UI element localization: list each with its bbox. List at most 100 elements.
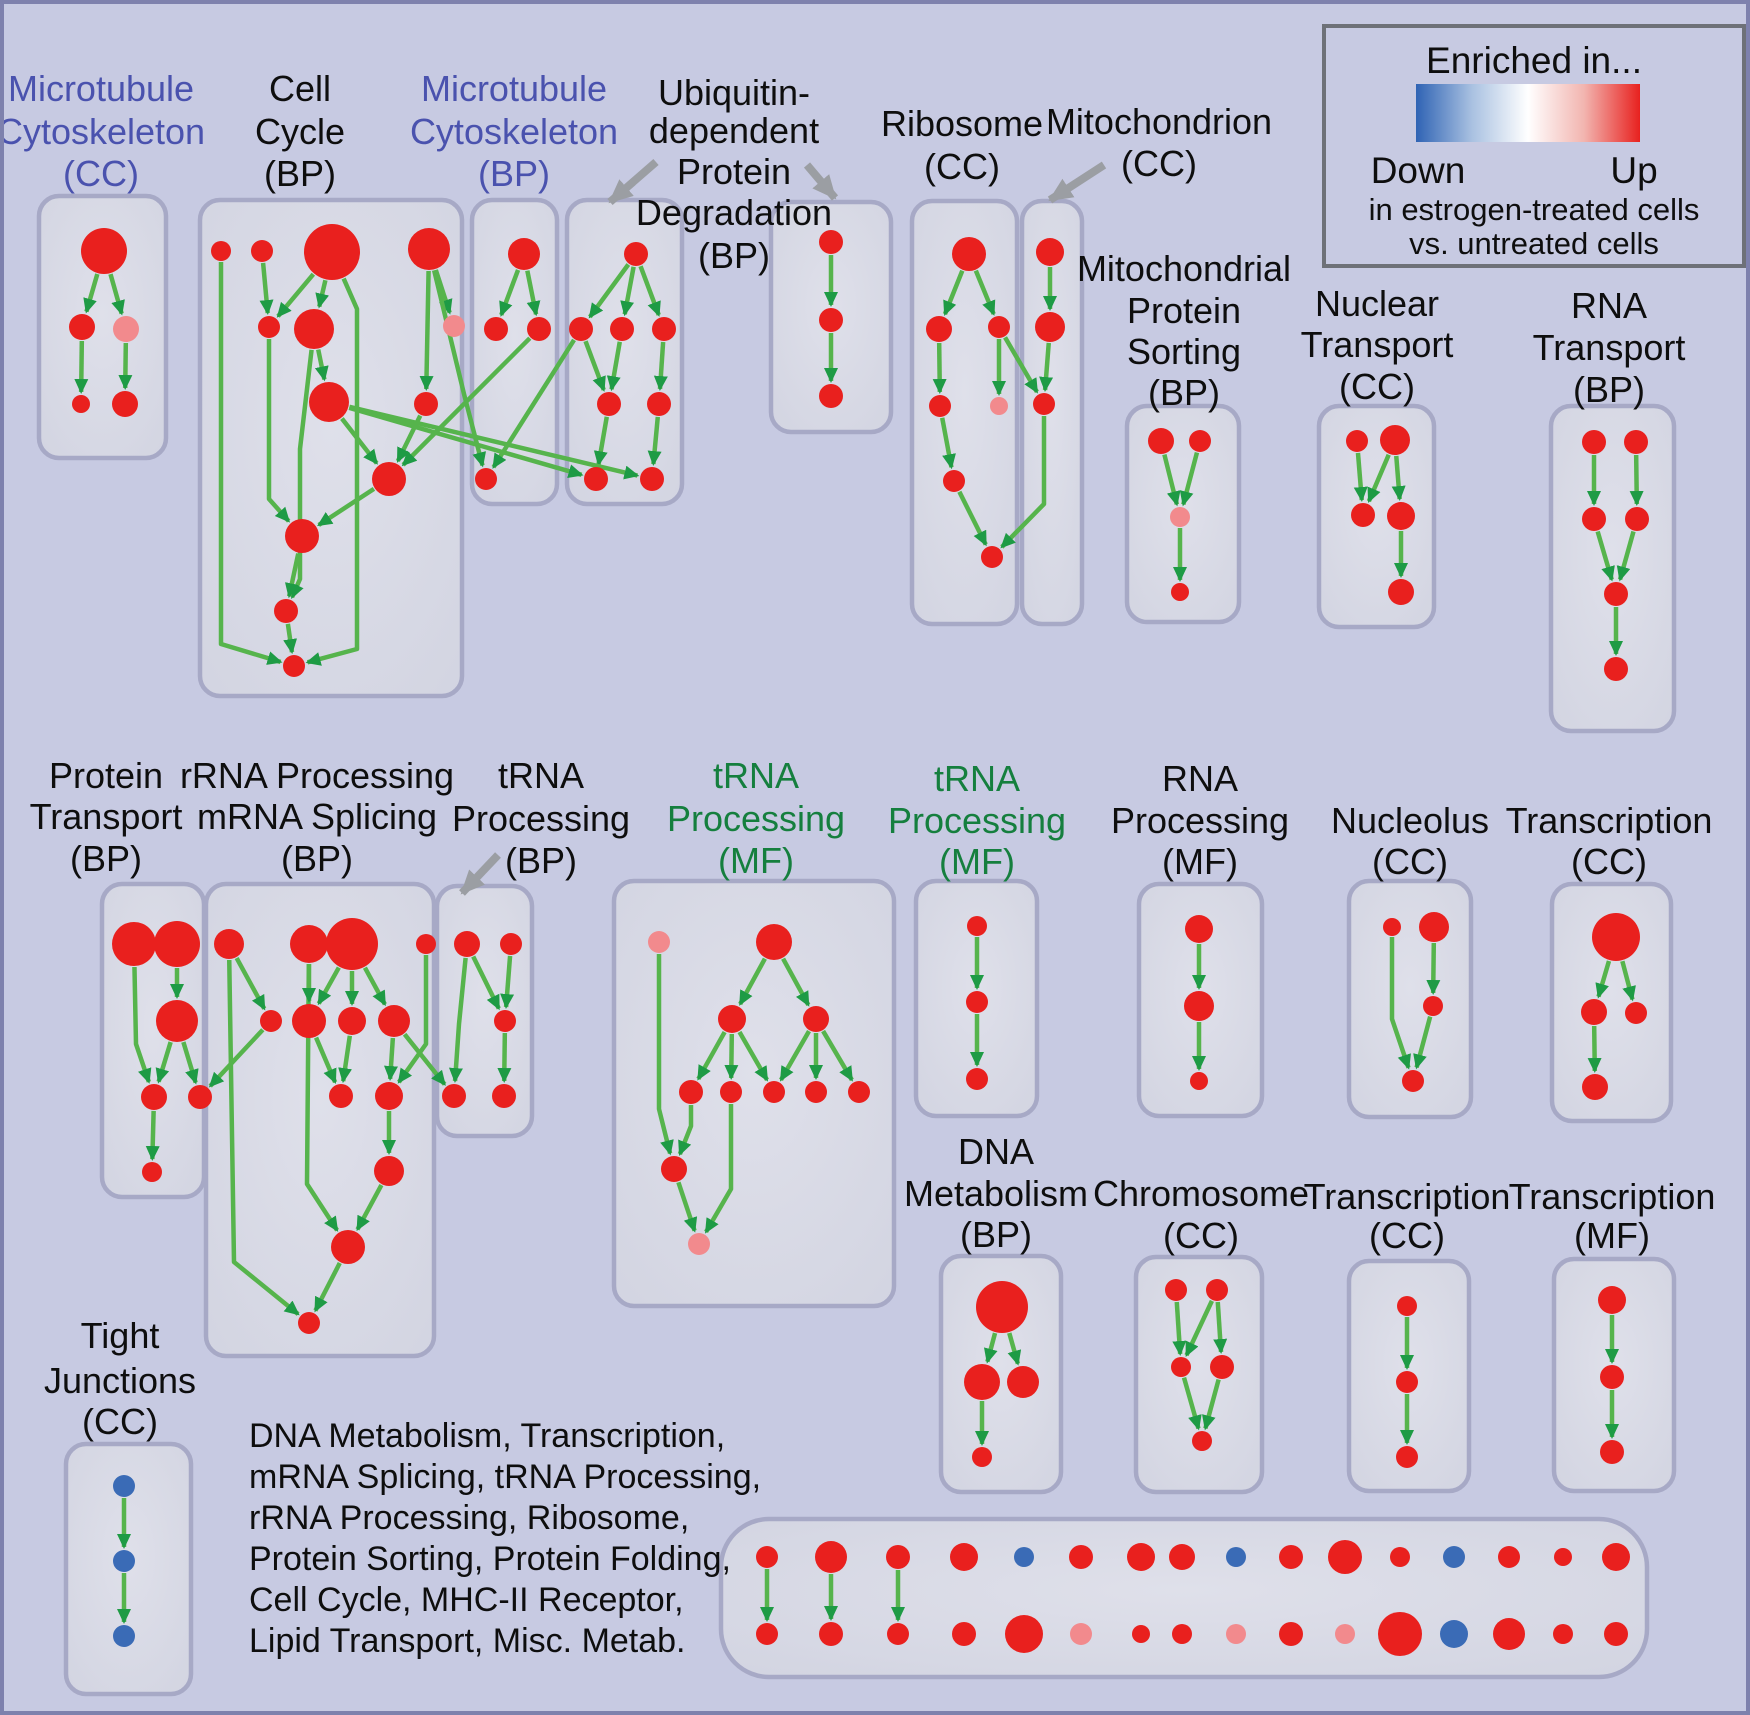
- node-misc-top: [1390, 1547, 1410, 1567]
- node-microtubule-cc: [72, 395, 90, 413]
- node-misc-top: [1602, 1543, 1630, 1571]
- node-rna-transport: [1625, 507, 1649, 531]
- edge-arrow: [1620, 960, 1636, 1002]
- annotation-arrow: [459, 852, 501, 896]
- node-trna-mf-2: [966, 991, 988, 1013]
- group-label-ubiquitin-bp-1: Degradation: [636, 192, 832, 233]
- node-cell-cycle: [274, 599, 298, 623]
- node-trna-mf-1: [763, 1081, 785, 1103]
- node-misc-top: [1069, 1545, 1093, 1569]
- edge-arrow: [1426, 942, 1441, 996]
- node-cell-cycle: [211, 241, 231, 261]
- group-label-trna-bp: (BP): [505, 840, 577, 881]
- node-chromosome-cc: [1171, 1357, 1191, 1377]
- node-trna-bp: [454, 931, 480, 957]
- node-misc-bottom: [1132, 1625, 1150, 1643]
- annotation-arrow: [803, 162, 839, 201]
- node-ribosome-cc: [990, 397, 1008, 415]
- edge-arrow: [499, 269, 521, 317]
- edge-arrow: [1039, 342, 1054, 393]
- edge-arrow: [1587, 1025, 1602, 1074]
- node-dna-metabolism: [972, 1447, 992, 1467]
- edge-arrow: [433, 269, 453, 315]
- node-trna-bp: [494, 1010, 516, 1032]
- edge-arrow: [1202, 1378, 1221, 1431]
- node-misc-bottom: [1335, 1624, 1355, 1644]
- group-box-nuclear-transport: [1316, 403, 1437, 630]
- node-ribosome-cc: [926, 316, 952, 342]
- edge-arrow: [1629, 454, 1644, 507]
- node-trna-bp: [500, 933, 522, 955]
- node-misc-bottom: [887, 1623, 909, 1645]
- node-transcription-cc-1: [1625, 1002, 1647, 1024]
- node-transcription-cc-2: [1396, 1371, 1418, 1393]
- edge-arrow: [181, 1041, 199, 1085]
- edge-arrow: [348, 404, 640, 480]
- node-misc-bottom: [952, 1622, 976, 1646]
- group-label-trna-mf-1: Processing: [667, 798, 845, 839]
- node-protein-transport: [156, 1000, 198, 1042]
- node-ubiquitin-bp-1: [610, 317, 634, 341]
- edge-arrow: [737, 1030, 769, 1082]
- edge-arrow: [620, 266, 636, 317]
- edge-arrow: [696, 1030, 727, 1081]
- edge-arrow: [83, 273, 100, 314]
- edge-arrow: [653, 341, 668, 392]
- edge-arrow: [781, 957, 811, 1007]
- node-tight-junctions: [113, 1475, 135, 1497]
- edge-arrow: [1413, 1016, 1433, 1070]
- node-mito-sorting: [1189, 430, 1211, 452]
- group-label-cell-cycle: Cell: [269, 68, 331, 109]
- node-transcription-cc-1: [1592, 913, 1640, 961]
- node-dna-metabolism: [1007, 1366, 1039, 1398]
- node-trna-mf-1: [720, 1081, 742, 1103]
- edge-arrow: [656, 954, 674, 1156]
- node-cell-cycle: [251, 240, 273, 262]
- node-rrna-mrna: [416, 934, 436, 954]
- group-label-trna-bp: Processing: [452, 798, 630, 839]
- group-label-protein-transport: Transport: [30, 796, 183, 837]
- node-rrna-mrna: [331, 1230, 365, 1264]
- group-label-microtubule-bp: Microtubule: [421, 68, 607, 109]
- node-cell-cycle: [304, 224, 360, 280]
- node-ribosome-cc: [981, 546, 1003, 568]
- node-ubiquitin-bp-1: [584, 467, 608, 491]
- group-label-rna-transport: RNA: [1571, 285, 1647, 326]
- node-cell-cycle: [294, 309, 334, 349]
- edge-arrow: [401, 336, 532, 467]
- edge-arrow: [942, 269, 965, 317]
- node-transcription-mf: [1598, 1286, 1626, 1314]
- node-misc-top: [1443, 1546, 1465, 1568]
- group-label-rna-processing-mf: (MF): [1162, 841, 1238, 882]
- edge-arrow: [419, 270, 434, 392]
- node-rrna-mrna: [378, 1005, 410, 1037]
- node-protein-transport: [142, 1162, 162, 1182]
- misc-category-text-line: Protein Sorting, Protein Folding,: [249, 1540, 731, 1578]
- edge-arrow: [779, 1030, 811, 1082]
- legend-subtitle-line2: vs. untreated cells: [1409, 226, 1659, 261]
- node-microtubule-cc: [112, 391, 138, 417]
- node-chromosome-cc: [1210, 1355, 1234, 1379]
- group-label-microtubule-cc: Cytoskeleton: [4, 111, 205, 152]
- edge-arrow: [1595, 960, 1612, 999]
- group-box-dna-metabolism: [938, 1253, 1064, 1495]
- edge-arrow: [606, 341, 622, 392]
- node-microtubule-cc: [113, 316, 139, 342]
- group-label-nuclear-transport: Transport: [1301, 324, 1454, 365]
- node-mitochondrion-cc: [1036, 238, 1064, 266]
- node-misc-top: [756, 1546, 778, 1568]
- node-nuclear-transport: [1388, 579, 1414, 605]
- misc-category-text-line: Lipid Transport, Misc. Metab.: [249, 1622, 686, 1660]
- node-transcription-cc-1: [1582, 1074, 1608, 1100]
- edge-arrow: [234, 956, 267, 1011]
- node-ribosome-cc: [943, 470, 965, 492]
- edge-arrow: [314, 349, 329, 382]
- edge-arrow: [1007, 1332, 1022, 1366]
- node-protein-transport: [154, 921, 200, 967]
- group-label-mitochondrion-cc: (CC): [1121, 143, 1197, 184]
- group-label-ubiquitin-bp-1: Ubiquitin-: [658, 72, 810, 113]
- group-label-tight-junctions: Tight: [81, 1315, 160, 1356]
- node-rrna-mrna: [329, 1084, 353, 1108]
- node-ribosome-cc: [988, 316, 1010, 338]
- group-label-transcription-cc-1: Transcription: [1506, 800, 1713, 841]
